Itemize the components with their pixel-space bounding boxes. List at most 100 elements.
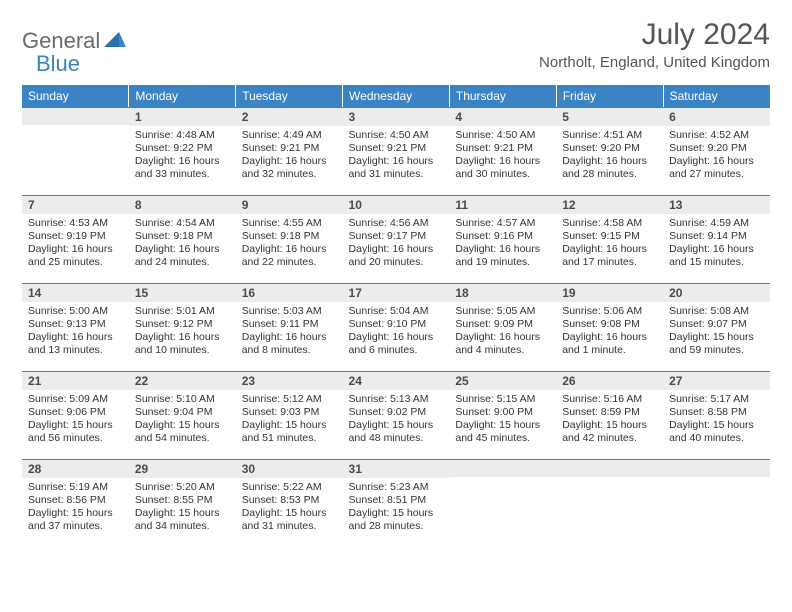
day-number: 22 xyxy=(129,371,236,390)
calendar-body: 1Sunrise: 4:48 AMSunset: 9:22 PMDaylight… xyxy=(22,107,770,547)
daylight-line: Daylight: 16 hours and 17 minutes. xyxy=(562,243,657,269)
weekday-header: Sunday xyxy=(22,85,129,107)
sunset-line: Sunset: 9:03 PM xyxy=(242,406,337,419)
day-details: Sunrise: 5:22 AMSunset: 8:53 PMDaylight:… xyxy=(236,478,343,538)
day-number: 4 xyxy=(449,107,556,126)
empty-day-header xyxy=(449,459,556,477)
day-number: 9 xyxy=(236,195,343,214)
daylight-line: Daylight: 15 hours and 54 minutes. xyxy=(135,419,230,445)
daylight-line: Daylight: 16 hours and 20 minutes. xyxy=(349,243,444,269)
calendar-day-cell: 27Sunrise: 5:17 AMSunset: 8:58 PMDayligh… xyxy=(663,371,770,459)
sunrise-line: Sunrise: 5:00 AM xyxy=(28,305,123,318)
day-details: Sunrise: 4:54 AMSunset: 9:18 PMDaylight:… xyxy=(129,214,236,274)
sunrise-line: Sunrise: 5:15 AM xyxy=(455,393,550,406)
day-number: 11 xyxy=(449,195,556,214)
calendar-day-cell: 7Sunrise: 4:53 AMSunset: 9:19 PMDaylight… xyxy=(22,195,129,283)
calendar-day-cell: 3Sunrise: 4:50 AMSunset: 9:21 PMDaylight… xyxy=(343,107,450,195)
day-details: Sunrise: 4:48 AMSunset: 9:22 PMDaylight:… xyxy=(129,126,236,186)
title-block: July 2024 Northolt, England, United King… xyxy=(539,18,770,71)
sunset-line: Sunset: 9:18 PM xyxy=(135,230,230,243)
day-number: 3 xyxy=(343,107,450,126)
sunset-line: Sunset: 9:19 PM xyxy=(28,230,123,243)
day-number: 18 xyxy=(449,283,556,302)
day-details: Sunrise: 5:20 AMSunset: 8:55 PMDaylight:… xyxy=(129,478,236,538)
daylight-line: Daylight: 16 hours and 30 minutes. xyxy=(455,155,550,181)
sunset-line: Sunset: 9:02 PM xyxy=(349,406,444,419)
calendar-day-cell: 6Sunrise: 4:52 AMSunset: 9:20 PMDaylight… xyxy=(663,107,770,195)
calendar-day-cell: 24Sunrise: 5:13 AMSunset: 9:02 PMDayligh… xyxy=(343,371,450,459)
daylight-line: Daylight: 16 hours and 28 minutes. xyxy=(562,155,657,181)
sunset-line: Sunset: 9:07 PM xyxy=(669,318,764,331)
day-details: Sunrise: 4:58 AMSunset: 9:15 PMDaylight:… xyxy=(556,214,663,274)
sunset-line: Sunset: 8:59 PM xyxy=(562,406,657,419)
day-details: Sunrise: 5:16 AMSunset: 8:59 PMDaylight:… xyxy=(556,390,663,450)
sunset-line: Sunset: 9:20 PM xyxy=(669,142,764,155)
day-number: 19 xyxy=(556,283,663,302)
day-details: Sunrise: 4:49 AMSunset: 9:21 PMDaylight:… xyxy=(236,126,343,186)
day-details: Sunrise: 4:52 AMSunset: 9:20 PMDaylight:… xyxy=(663,126,770,186)
sunrise-line: Sunrise: 4:54 AM xyxy=(135,217,230,230)
calendar-day-cell: 21Sunrise: 5:09 AMSunset: 9:06 PMDayligh… xyxy=(22,371,129,459)
daylight-line: Daylight: 16 hours and 19 minutes. xyxy=(455,243,550,269)
sunrise-line: Sunrise: 4:56 AM xyxy=(349,217,444,230)
sunrise-line: Sunrise: 4:50 AM xyxy=(455,129,550,142)
calendar-day-cell: 19Sunrise: 5:06 AMSunset: 9:08 PMDayligh… xyxy=(556,283,663,371)
sunrise-line: Sunrise: 5:04 AM xyxy=(349,305,444,318)
day-number: 17 xyxy=(343,283,450,302)
day-details: Sunrise: 5:10 AMSunset: 9:04 PMDaylight:… xyxy=(129,390,236,450)
daylight-line: Daylight: 16 hours and 15 minutes. xyxy=(669,243,764,269)
daylight-line: Daylight: 16 hours and 13 minutes. xyxy=(28,331,123,357)
day-details: Sunrise: 5:23 AMSunset: 8:51 PMDaylight:… xyxy=(343,478,450,538)
daylight-line: Daylight: 15 hours and 37 minutes. xyxy=(28,507,123,533)
daylight-line: Daylight: 16 hours and 1 minute. xyxy=(562,331,657,357)
calendar-week-row: 7Sunrise: 4:53 AMSunset: 9:19 PMDaylight… xyxy=(22,195,770,283)
weekday-header: Friday xyxy=(556,85,663,107)
sunrise-line: Sunrise: 4:58 AM xyxy=(562,217,657,230)
calendar-week-row: 1Sunrise: 4:48 AMSunset: 9:22 PMDaylight… xyxy=(22,107,770,195)
sunset-line: Sunset: 9:04 PM xyxy=(135,406,230,419)
sunrise-line: Sunrise: 5:17 AM xyxy=(669,393,764,406)
day-details: Sunrise: 5:13 AMSunset: 9:02 PMDaylight:… xyxy=(343,390,450,450)
day-number: 20 xyxy=(663,283,770,302)
sunrise-line: Sunrise: 5:16 AM xyxy=(562,393,657,406)
calendar-day-cell: 23Sunrise: 5:12 AMSunset: 9:03 PMDayligh… xyxy=(236,371,343,459)
calendar-day-cell: 28Sunrise: 5:19 AMSunset: 8:56 PMDayligh… xyxy=(22,459,129,547)
daylight-line: Daylight: 15 hours and 45 minutes. xyxy=(455,419,550,445)
calendar-week-row: 28Sunrise: 5:19 AMSunset: 8:56 PMDayligh… xyxy=(22,459,770,547)
sunrise-line: Sunrise: 4:52 AM xyxy=(669,129,764,142)
calendar-page: General July 2024 Northolt, England, Uni… xyxy=(0,0,792,547)
day-number: 14 xyxy=(22,283,129,302)
daylight-line: Daylight: 16 hours and 27 minutes. xyxy=(669,155,764,181)
sunset-line: Sunset: 8:53 PM xyxy=(242,494,337,507)
daylight-line: Daylight: 15 hours and 48 minutes. xyxy=(349,419,444,445)
sunrise-line: Sunrise: 5:13 AM xyxy=(349,393,444,406)
daylight-line: Daylight: 16 hours and 6 minutes. xyxy=(349,331,444,357)
day-number: 5 xyxy=(556,107,663,126)
day-details: Sunrise: 4:55 AMSunset: 9:18 PMDaylight:… xyxy=(236,214,343,274)
sunrise-line: Sunrise: 5:06 AM xyxy=(562,305,657,318)
day-details: Sunrise: 5:17 AMSunset: 8:58 PMDaylight:… xyxy=(663,390,770,450)
day-details: Sunrise: 4:57 AMSunset: 9:16 PMDaylight:… xyxy=(449,214,556,274)
sunset-line: Sunset: 8:55 PM xyxy=(135,494,230,507)
sunrise-line: Sunrise: 4:57 AM xyxy=(455,217,550,230)
sunset-line: Sunset: 9:20 PM xyxy=(562,142,657,155)
sunrise-line: Sunrise: 4:50 AM xyxy=(349,129,444,142)
calendar-day-cell: 16Sunrise: 5:03 AMSunset: 9:11 PMDayligh… xyxy=(236,283,343,371)
sunrise-line: Sunrise: 5:20 AM xyxy=(135,481,230,494)
calendar-day-cell: 1Sunrise: 4:48 AMSunset: 9:22 PMDaylight… xyxy=(129,107,236,195)
sunset-line: Sunset: 9:21 PM xyxy=(242,142,337,155)
day-details: Sunrise: 5:08 AMSunset: 9:07 PMDaylight:… xyxy=(663,302,770,362)
day-number: 25 xyxy=(449,371,556,390)
day-details: Sunrise: 4:53 AMSunset: 9:19 PMDaylight:… xyxy=(22,214,129,274)
weekday-header: Saturday xyxy=(663,85,770,107)
daylight-line: Daylight: 15 hours and 28 minutes. xyxy=(349,507,444,533)
month-title: July 2024 xyxy=(539,18,770,52)
calendar-day-cell: 29Sunrise: 5:20 AMSunset: 8:55 PMDayligh… xyxy=(129,459,236,547)
day-details: Sunrise: 5:04 AMSunset: 9:10 PMDaylight:… xyxy=(343,302,450,362)
day-details: Sunrise: 5:05 AMSunset: 9:09 PMDaylight:… xyxy=(449,302,556,362)
calendar-day-cell: 10Sunrise: 4:56 AMSunset: 9:17 PMDayligh… xyxy=(343,195,450,283)
sunset-line: Sunset: 9:00 PM xyxy=(455,406,550,419)
daylight-line: Daylight: 16 hours and 31 minutes. xyxy=(349,155,444,181)
day-details: Sunrise: 5:01 AMSunset: 9:12 PMDaylight:… xyxy=(129,302,236,362)
empty-day-header xyxy=(556,459,663,477)
